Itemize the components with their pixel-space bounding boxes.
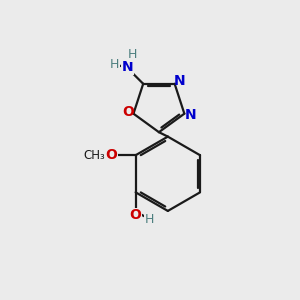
Text: H: H — [128, 48, 137, 62]
Text: N: N — [185, 108, 197, 122]
Text: O: O — [122, 105, 134, 119]
Text: CH₃: CH₃ — [83, 149, 105, 162]
Text: H: H — [145, 213, 154, 226]
Text: H: H — [110, 58, 119, 71]
Text: N: N — [173, 74, 185, 88]
Text: N: N — [122, 60, 134, 74]
Text: O: O — [130, 208, 142, 222]
Text: O: O — [105, 148, 117, 162]
